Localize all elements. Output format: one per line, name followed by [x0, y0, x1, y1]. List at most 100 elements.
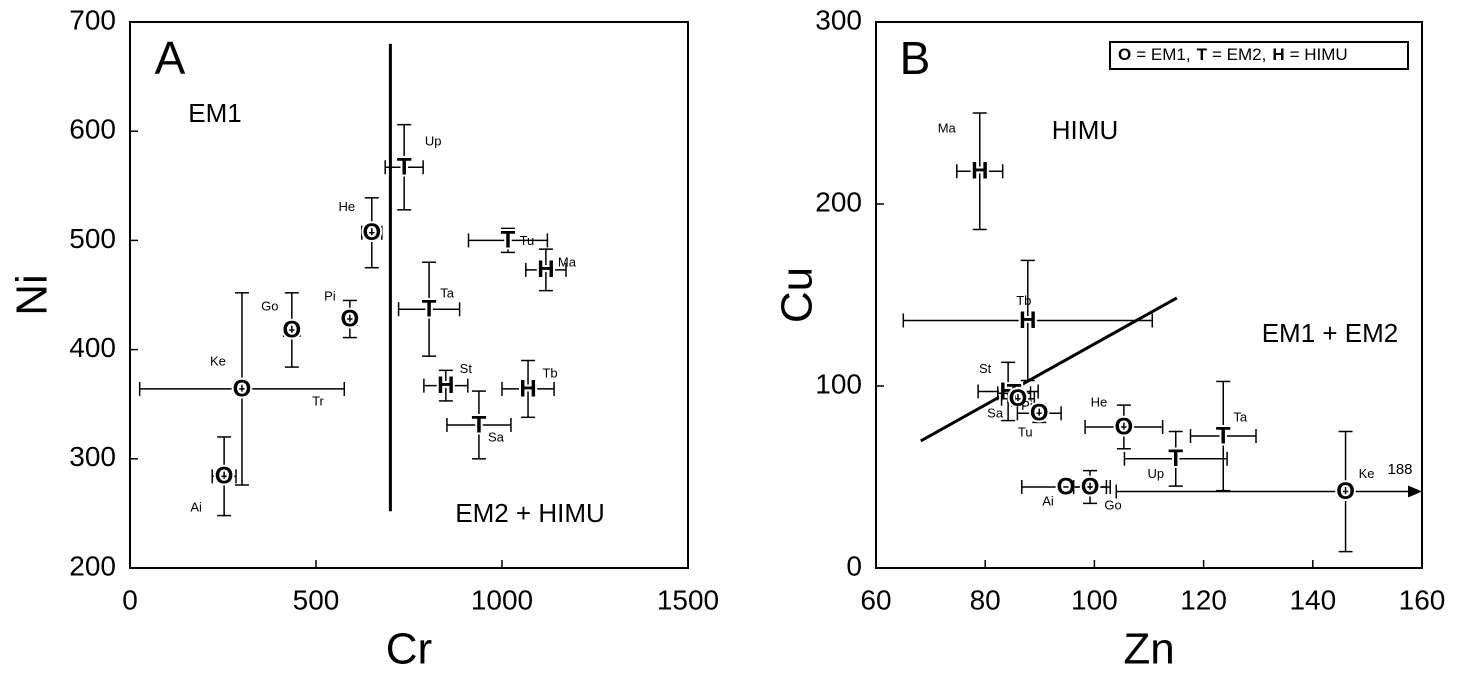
x-error-bar [282, 322, 301, 337]
point-marker: T [1168, 445, 1183, 472]
point-label: Sa [488, 429, 505, 444]
point-label: Tb [1016, 293, 1031, 308]
x-error-bar [997, 386, 1032, 401]
point-label: Up [425, 134, 442, 149]
x-error-bar [1072, 480, 1108, 495]
point-label: Tu [520, 233, 535, 248]
annotation: 188 [1387, 461, 1412, 478]
point-label: Ai [1042, 493, 1054, 508]
point-marker: O [1057, 473, 1076, 500]
x-error-bar [956, 164, 1004, 179]
y-axis-title: Ni [8, 274, 57, 316]
point-label: Ma [938, 121, 957, 136]
y-tick-label: 500 [69, 223, 116, 254]
point-marker: H [519, 375, 536, 402]
x-error-bar [1115, 484, 1422, 499]
plot-frame [129, 21, 689, 569]
point-label: Ta [1233, 409, 1248, 424]
error-arrow [1408, 485, 1422, 498]
x-error-bar [138, 381, 346, 396]
x-tick-label: 0 [122, 584, 138, 615]
x-axis-title: Zn [1123, 625, 1174, 674]
x-tick-label: 500 [293, 584, 340, 615]
y-tick-label: 200 [69, 550, 116, 581]
y-tick-label: 0 [846, 550, 862, 581]
x-error-bar [423, 378, 469, 393]
panel-label: B [900, 32, 931, 84]
x-error-bar [525, 262, 567, 277]
point-label: He [1091, 394, 1108, 409]
y-tick-label: 400 [69, 332, 116, 363]
legend-label: = EM2, [1212, 45, 1266, 64]
x-error-bar [1123, 451, 1228, 466]
legend-symbol: T [1197, 45, 1208, 64]
x-error-bar [501, 381, 555, 396]
legend-label: = EM1, [1136, 45, 1190, 64]
point-label: Sa [987, 406, 1004, 421]
x-error-bar [342, 312, 358, 327]
point-label: Tb [542, 365, 557, 380]
x-error-bar [467, 233, 549, 248]
y-tick-label: 200 [815, 186, 862, 217]
x-error-bar [211, 469, 237, 484]
x-tick-label: 60 [860, 584, 891, 615]
x-tick-label: 140 [1289, 584, 1336, 615]
point-label: Go [1104, 497, 1121, 512]
annotation: EM1 + EM2 [1262, 318, 1399, 348]
x-axis-title: Cr [386, 625, 432, 674]
point-marker: O [1115, 413, 1134, 440]
x-error-bar [446, 417, 512, 432]
x-tick-label: 160 [1399, 584, 1446, 615]
y-tick-label: 700 [69, 4, 116, 35]
point-marker: H [437, 372, 454, 399]
x-error-bar [397, 302, 461, 317]
legend: O = EM1, T = EM2, H = HIMU [1118, 45, 1348, 64]
point-marker: O [362, 219, 381, 246]
x-error-bar [384, 160, 424, 175]
point-label: Pi [324, 288, 336, 303]
x-tick-label: 80 [970, 584, 1001, 615]
point-marker: T [501, 227, 516, 254]
point-label: Ma [558, 254, 577, 269]
y-tick-label: 300 [815, 4, 862, 35]
point-marker: T [1216, 422, 1231, 449]
point-label: Ai [190, 500, 202, 515]
point-label: Tr [312, 393, 324, 408]
panel-label: A [155, 32, 186, 84]
point-marker: O [215, 463, 234, 490]
x-error-bar [1016, 406, 1062, 421]
y-tick-label: 600 [69, 114, 116, 145]
point-marker: O [1030, 400, 1049, 427]
y-tick-label: 100 [815, 368, 862, 399]
point-marker: H [537, 256, 554, 283]
point-label: St [979, 361, 992, 376]
point-label: Up [1147, 466, 1164, 481]
point-marker: T [472, 411, 487, 438]
point-marker: T [397, 154, 412, 181]
annotation: EM1 [188, 98, 241, 128]
point-marker: O [233, 375, 252, 402]
x-error-bar [977, 384, 1039, 399]
point-marker: O [1081, 473, 1100, 500]
point-label: Ke [1359, 466, 1375, 481]
x-error-bar [1189, 429, 1257, 444]
boundary-line [920, 296, 1178, 443]
legend-label: = HIMU [1290, 45, 1348, 64]
legend-symbol: O [1118, 45, 1131, 64]
point-marker: O [1009, 385, 1028, 412]
point-label: Pi [1021, 398, 1033, 413]
point-label: He [338, 199, 355, 214]
point-marker: O [282, 316, 301, 343]
annotation: EM2 + HIMU [455, 498, 605, 528]
x-error-bar [1000, 391, 1036, 406]
point-label: Tu [1018, 425, 1033, 440]
point-marker: T [422, 296, 437, 323]
x-tick-label: 1000 [471, 584, 533, 615]
x-tick-label: 100 [1071, 584, 1118, 615]
point-label: Ke [210, 353, 226, 368]
y-axis-title: Cu [773, 267, 822, 323]
legend-box [1109, 41, 1409, 70]
x-error-bar [902, 313, 1154, 328]
point-label: St [460, 361, 473, 376]
